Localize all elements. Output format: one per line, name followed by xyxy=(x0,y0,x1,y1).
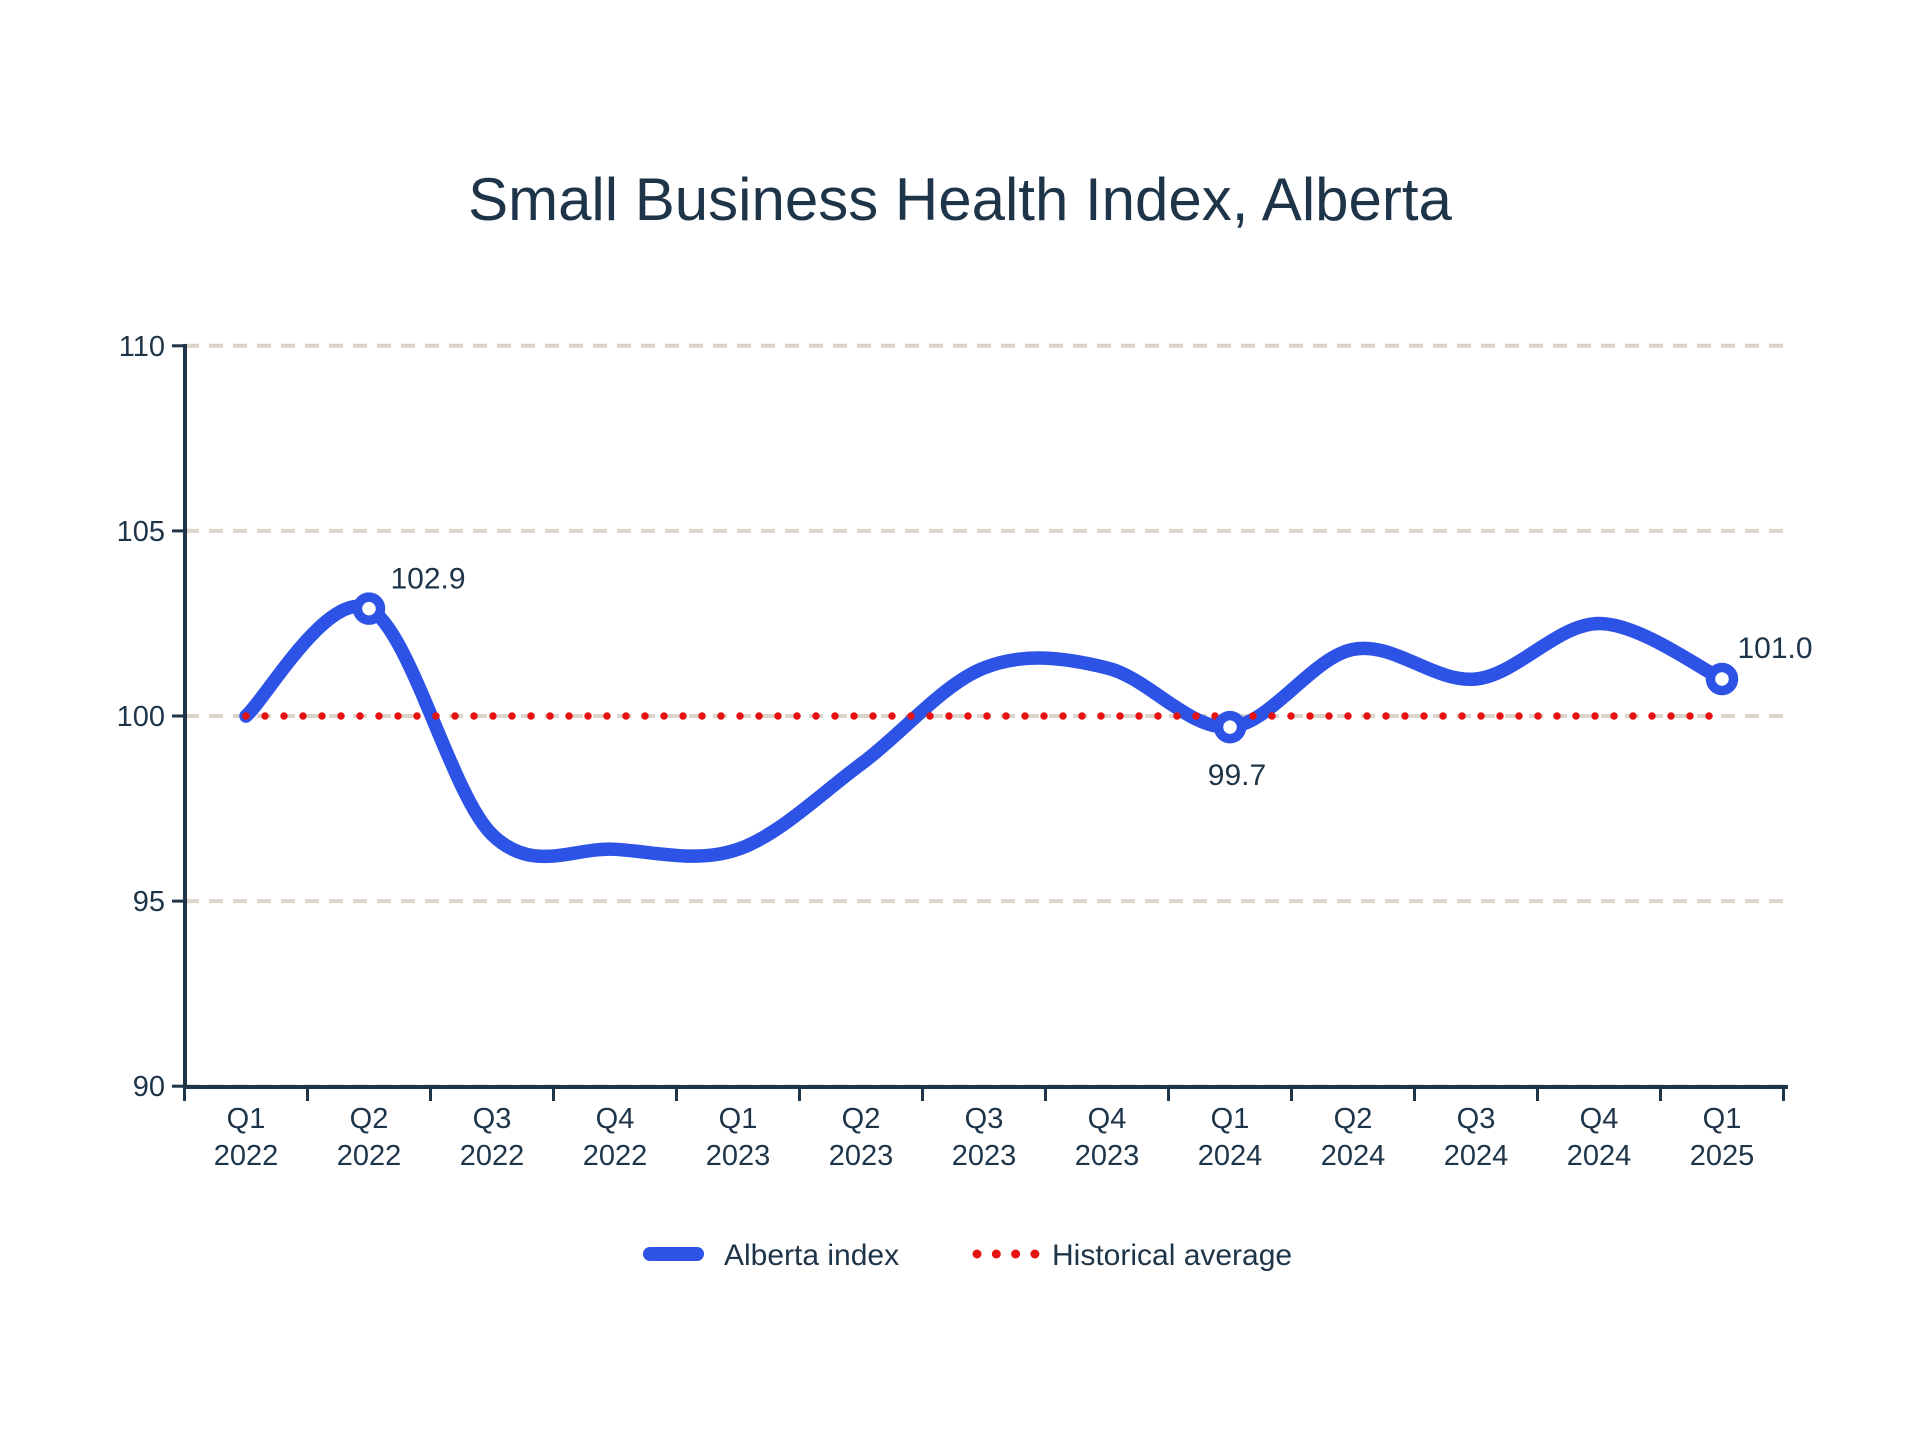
x-tick-label: Q1 2022 xyxy=(214,1103,279,1172)
data-point-marker xyxy=(352,592,386,625)
y-tick-label: 90 xyxy=(133,1071,165,1103)
data-point-label: 99.7 xyxy=(1208,759,1266,792)
legend: Alberta index Historical average xyxy=(643,1239,1292,1272)
x-tick-label: Q4 2024 xyxy=(1567,1103,1632,1172)
legend-line-swatch xyxy=(643,1247,704,1261)
x-tick-label: Q2 2024 xyxy=(1321,1103,1386,1172)
x-tick-label: Q3 2022 xyxy=(460,1103,525,1172)
x-tick-label: Q3 2023 xyxy=(952,1103,1017,1172)
x-tick-label: Q1 2024 xyxy=(1198,1103,1263,1172)
x-tick-label: Q4 2022 xyxy=(583,1103,648,1172)
data-point-label: 102.9 xyxy=(390,563,465,596)
data-point-marker xyxy=(1705,662,1739,696)
y-tick-label: 100 xyxy=(117,701,165,733)
data-point-marker xyxy=(1213,710,1247,744)
y-tick-label: 110 xyxy=(119,331,165,363)
y-tick-label: 105 xyxy=(117,516,165,548)
chart-title: Small Business Health Index, Alberta xyxy=(468,166,1452,233)
legend-average-label: Historical average xyxy=(1052,1239,1292,1272)
x-tick-label: Q1 2025 xyxy=(1690,1103,1755,1172)
legend-series-label: Alberta index xyxy=(724,1239,899,1272)
x-tick-label: Q4 2023 xyxy=(1075,1103,1140,1172)
data-point-label: 101.0 xyxy=(1737,632,1812,665)
x-tick-label: Q3 2024 xyxy=(1444,1103,1509,1172)
x-tick-label: Q2 2022 xyxy=(337,1103,402,1172)
x-tick-label: Q1 2023 xyxy=(706,1103,771,1172)
line-series-alberta-index xyxy=(239,599,1729,864)
plot-area: 90 95 100 105 110 Q1 2022 Q2 2022 Q3 2022 Q4 2022 Q1 2… xyxy=(117,331,1813,1172)
x-tick-label: Q2 2023 xyxy=(829,1103,894,1172)
y-tick-label: 95 xyxy=(133,886,165,918)
